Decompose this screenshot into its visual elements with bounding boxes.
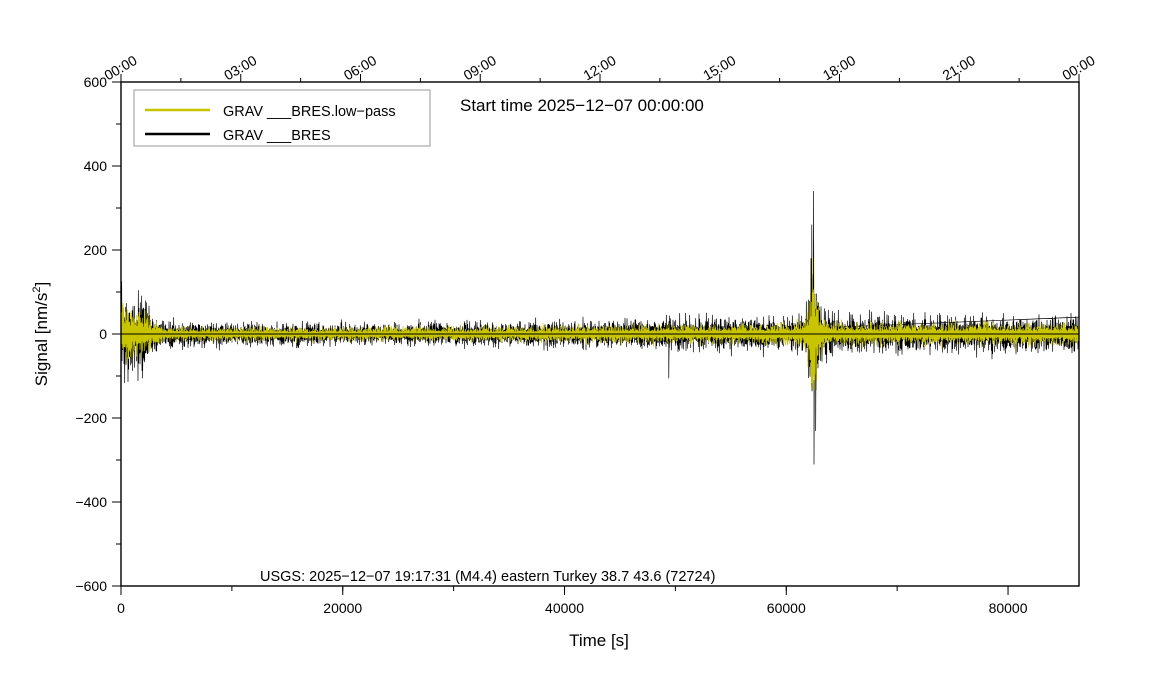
- y-tick-label: 600: [84, 74, 108, 90]
- x-tick-label: 0: [117, 600, 125, 616]
- x-tick-label: 40000: [545, 600, 584, 616]
- x-tick-label: 20000: [323, 600, 362, 616]
- plot-traces: [120, 190, 1080, 465]
- y-axis: −600 −400 −200 0 200 400 600: [75, 74, 121, 594]
- y-tick-label: −400: [75, 494, 107, 510]
- y-tick-label: 0: [99, 326, 107, 342]
- legend: GRAV ___BRES.low−pass GRAV ___BRES: [133, 89, 431, 147]
- y-tick-label: −600: [75, 578, 107, 594]
- y-axis-title-end: ]: [32, 282, 51, 287]
- start-time-label: Start time 2025−12−07 00:00:00: [460, 96, 704, 115]
- legend-label-raw: GRAV ___BRES: [223, 128, 331, 144]
- legend-box: [133, 89, 431, 147]
- x-axis: 0 20000 40000 60000 80000: [117, 586, 1028, 616]
- y-tick-label: 400: [84, 158, 108, 174]
- x-axis-title: Time [s]: [569, 631, 629, 650]
- x-tick-label: 80000: [989, 600, 1028, 616]
- y-axis-title-main: Signal [nm/s: [32, 293, 51, 387]
- x-tick-label: 60000: [767, 600, 806, 616]
- top-time-axis: 00:00 03:00 06:00 09:00 12:00 15:00 18:00 21:00…: [101, 52, 1098, 83]
- y-tick-label: −200: [75, 410, 107, 426]
- series-line: [120, 257, 1080, 391]
- y-axis-title-superscript: 2: [31, 287, 43, 293]
- y-tick-label: 200: [84, 242, 108, 258]
- event-annotation: USGS: 2025−12−07 19:17:31 (M4.4) eastern…: [260, 569, 715, 585]
- legend-label-lowpass: GRAV ___BRES.low−pass: [223, 104, 396, 120]
- y-axis-title: Signal [nm/s2]: [31, 282, 51, 386]
